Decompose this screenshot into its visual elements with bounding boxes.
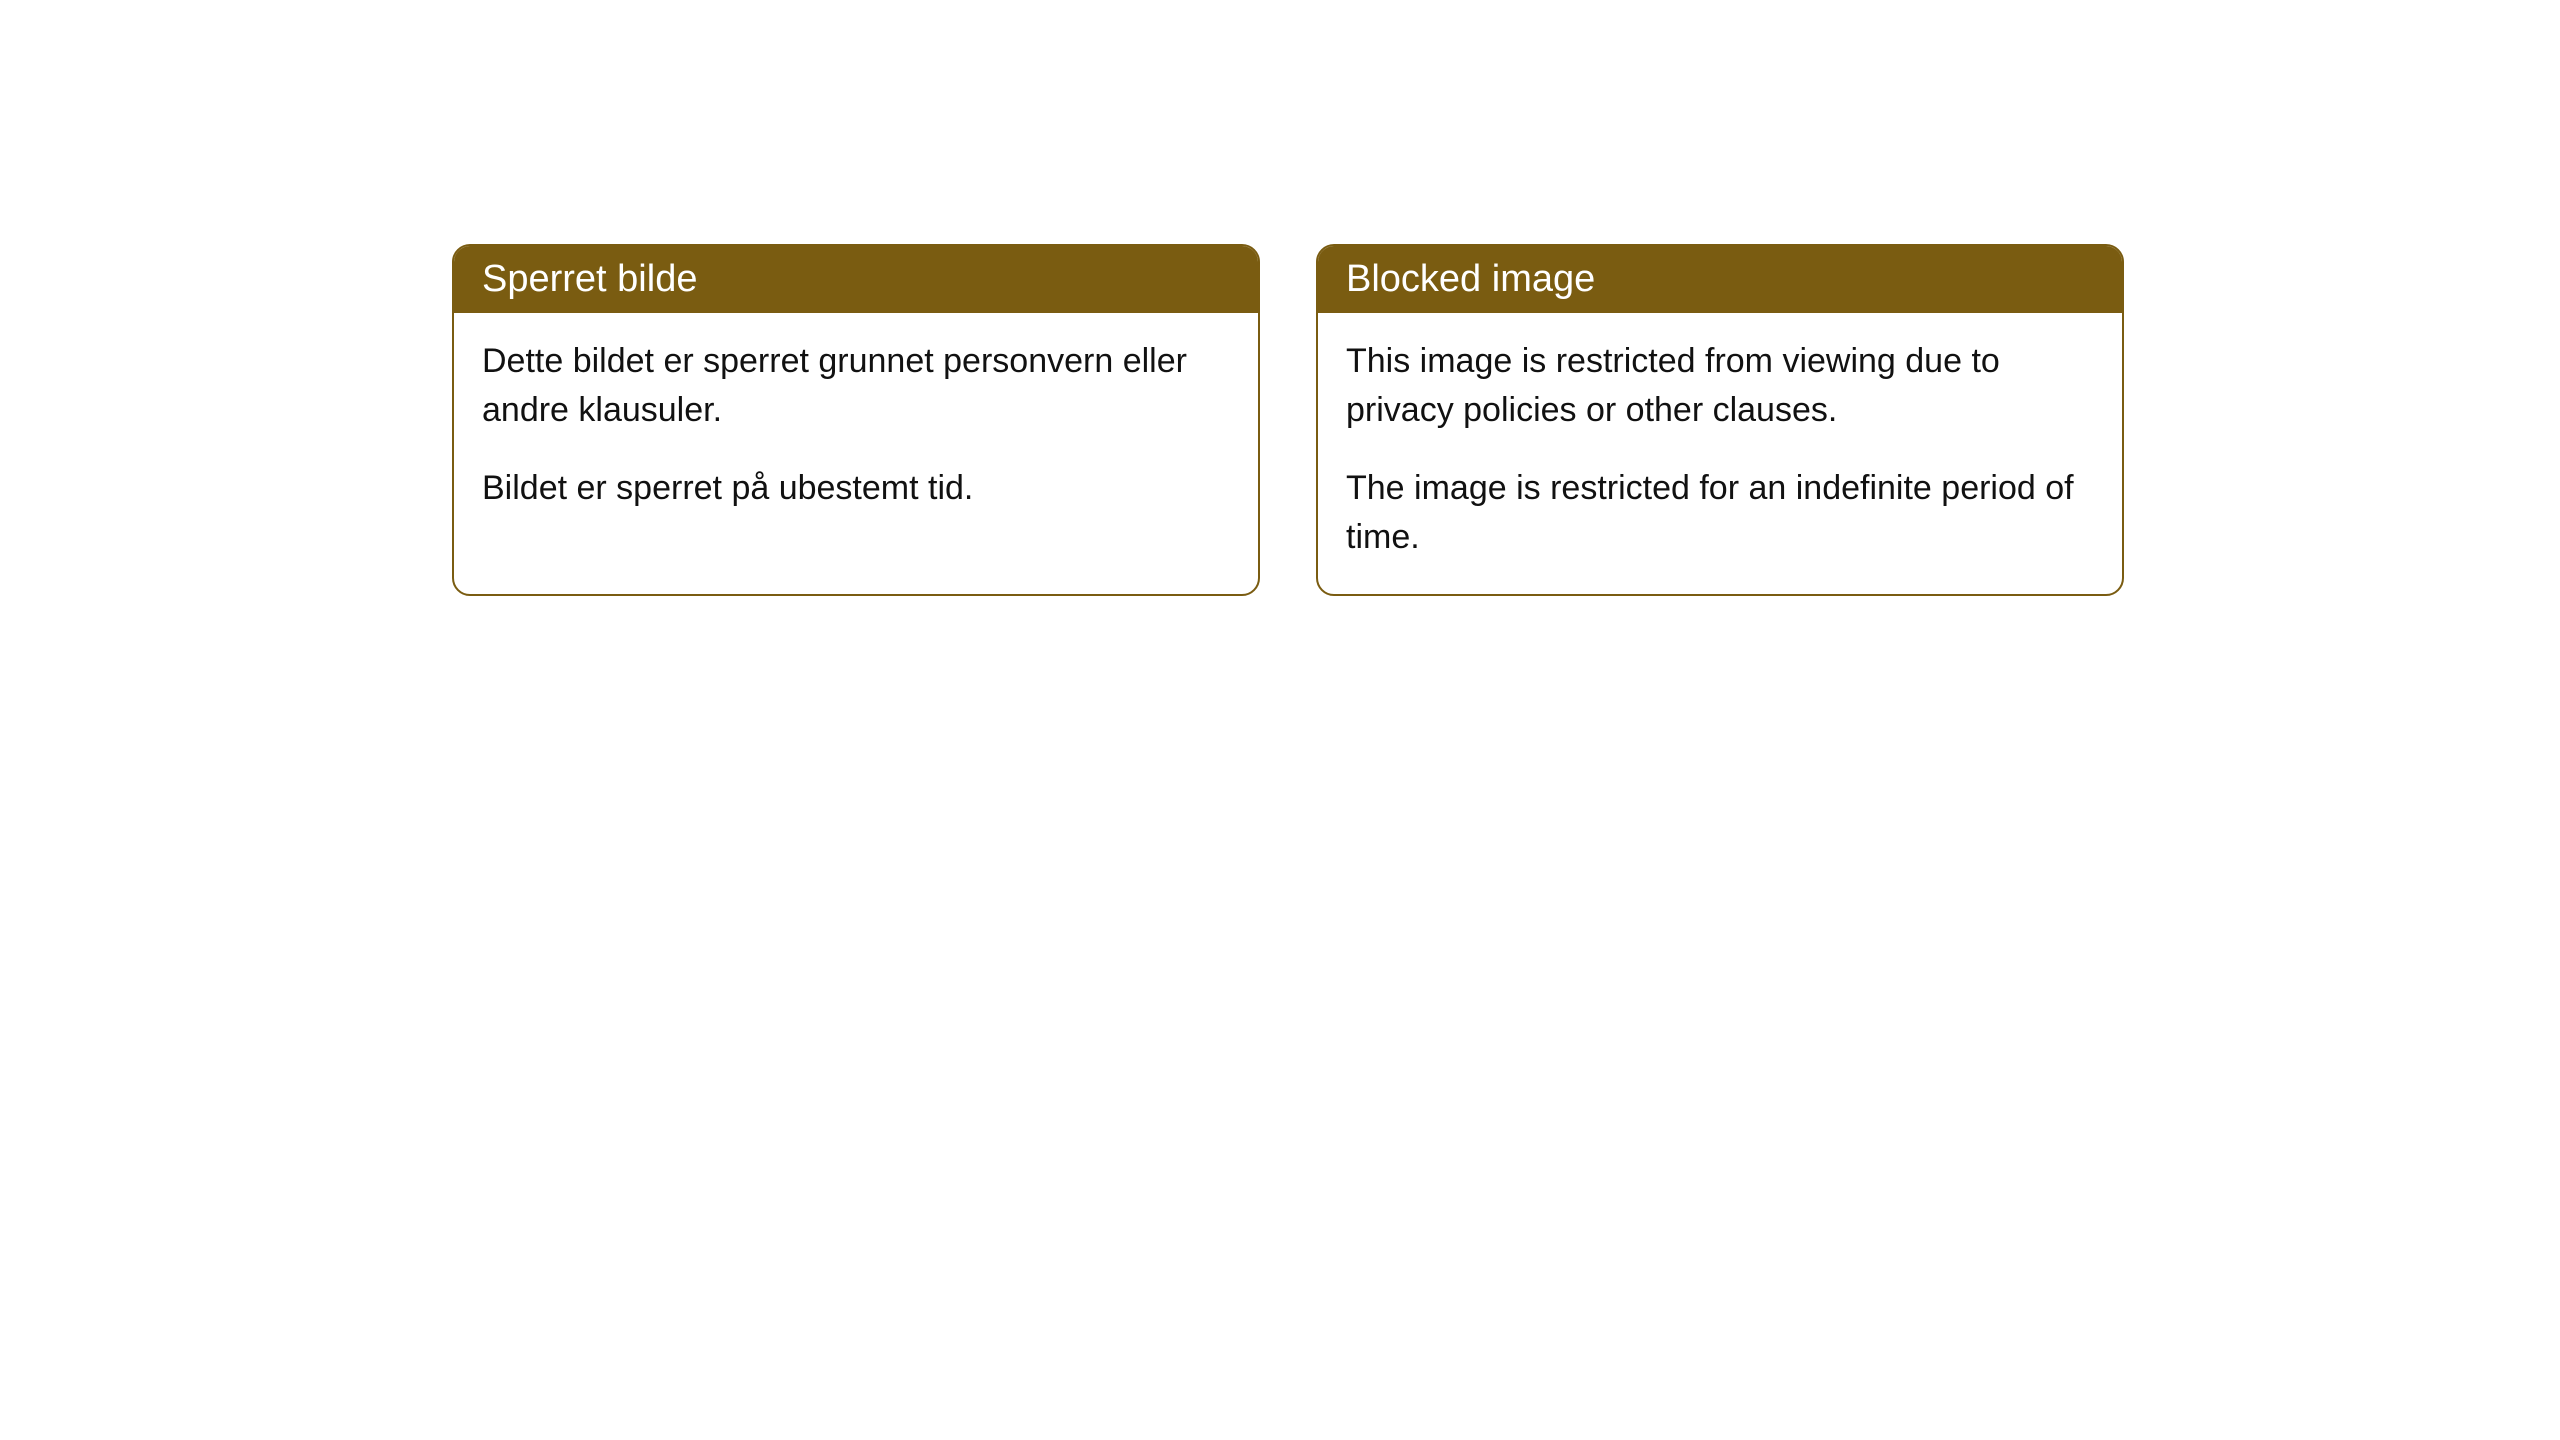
card-header-norwegian: Sperret bilde [454, 246, 1258, 313]
card-norwegian: Sperret bilde Dette bildet er sperret gr… [452, 244, 1260, 596]
card-body-norwegian: Dette bildet er sperret grunnet personve… [454, 313, 1258, 545]
card-english: Blocked image This image is restricted f… [1316, 244, 2124, 596]
card-header-english: Blocked image [1318, 246, 2122, 313]
card-paragraph-1: This image is restricted from viewing du… [1346, 337, 2094, 436]
card-title: Sperret bilde [482, 258, 697, 300]
card-title: Blocked image [1346, 258, 1595, 300]
card-body-english: This image is restricted from viewing du… [1318, 313, 2122, 594]
cards-container: Sperret bilde Dette bildet er sperret gr… [452, 244, 2124, 596]
card-paragraph-2: Bildet er sperret på ubestemt tid. [482, 464, 1230, 513]
card-paragraph-2: The image is restricted for an indefinit… [1346, 464, 2094, 563]
card-paragraph-1: Dette bildet er sperret grunnet personve… [482, 337, 1230, 436]
